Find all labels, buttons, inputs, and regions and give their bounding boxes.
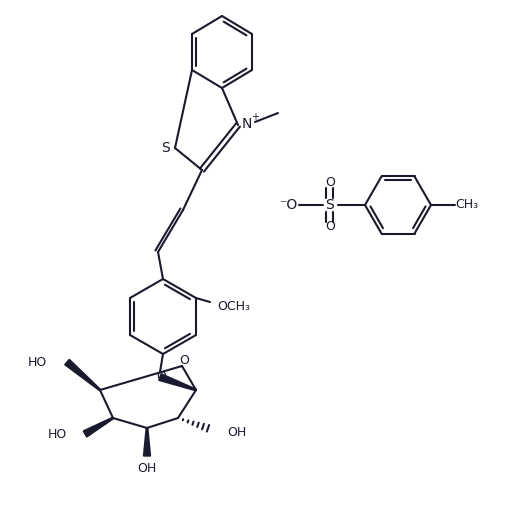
Text: O: O [325, 176, 335, 189]
Polygon shape [65, 359, 100, 391]
Text: +: + [251, 112, 259, 122]
Text: N: N [242, 117, 252, 131]
Polygon shape [143, 428, 151, 456]
Text: HO: HO [48, 428, 67, 440]
Text: ⁻O: ⁻O [279, 198, 297, 212]
Text: O: O [156, 370, 166, 384]
Polygon shape [83, 417, 113, 437]
Text: OH: OH [227, 426, 246, 438]
Text: OH: OH [137, 461, 156, 474]
Text: OCH₃: OCH₃ [218, 300, 251, 312]
Text: O: O [325, 220, 335, 234]
Text: CH₃: CH₃ [455, 199, 479, 211]
Text: HO: HO [28, 356, 47, 368]
Text: O: O [179, 354, 189, 366]
Text: S: S [326, 198, 335, 212]
Text: S: S [162, 141, 170, 155]
Polygon shape [159, 374, 196, 391]
